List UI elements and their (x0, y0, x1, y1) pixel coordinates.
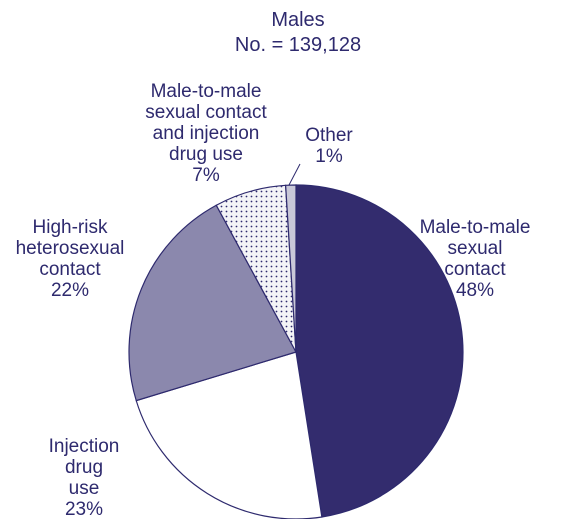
slice-label-line: drug (65, 457, 103, 478)
slice-label-line: Male-to-male (420, 217, 531, 238)
slice-label-line: Injection (49, 436, 120, 457)
chart-title: Males (271, 9, 324, 31)
slice-label-line: sexual contact (145, 102, 267, 123)
slice-labels: Male-to-male sexual contact 48%Injection dru… (16, 81, 531, 519)
pie-slice-4 (284, 184, 297, 353)
pie-slice-2 (128, 204, 297, 402)
slice-label-line: contact (39, 259, 101, 280)
slice-label-1: Injection drug use 23% (49, 436, 120, 519)
slice-label-line: 23% (65, 499, 103, 519)
slice-label-line: sexual (448, 238, 503, 259)
slice-label-3: Male-to-male sexual contact and injection d… (145, 81, 267, 186)
slice-label-line: 22% (51, 280, 89, 301)
slice-label-line: 7% (192, 165, 220, 186)
pie-slices (128, 184, 464, 519)
slice-label-2: High-risk heterosexual contact 22% (16, 217, 125, 301)
slice-label-line: 48% (456, 280, 494, 301)
slice-label-line: contact (444, 259, 506, 280)
pie-slice-0 (295, 184, 464, 518)
other-leader-line (288, 163, 301, 186)
slice-label-line: High-risk (33, 217, 108, 238)
slice-label-line: Other (305, 125, 353, 146)
slice-label-line: use (69, 478, 100, 499)
slice-label-line: 1% (315, 146, 343, 167)
slice-label-0: Male-to-male sexual contact 48% (420, 217, 531, 301)
slice-label-4: Other 1% (305, 125, 353, 167)
chart-subtitle: No. = 139,128 (235, 34, 361, 56)
slice-label-line: Male-to-male (151, 81, 262, 102)
slice-label-line: heterosexual (16, 238, 125, 259)
slice-label-line: drug use (169, 144, 243, 165)
slice-label-line: and injection (153, 123, 260, 144)
